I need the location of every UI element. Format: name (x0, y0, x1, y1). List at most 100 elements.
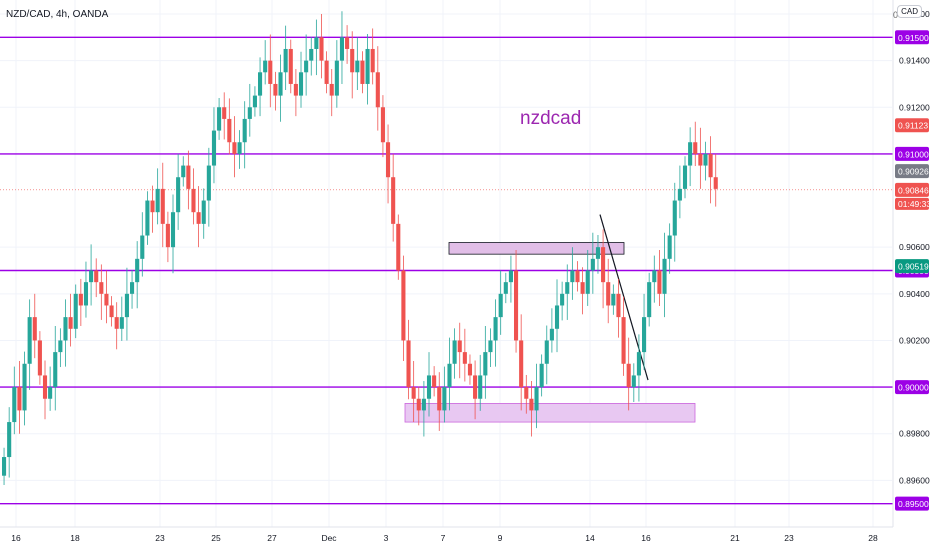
candle-body (17, 387, 22, 411)
candle-body (688, 142, 693, 166)
candle-body (396, 223, 401, 271)
candle-body (288, 48, 293, 84)
candle (350, 31, 355, 99)
candle-body (514, 270, 519, 341)
x-tick-label: 23 (155, 533, 165, 543)
candle-body (283, 48, 288, 73)
candle (196, 186, 201, 248)
candle-body (232, 142, 237, 154)
candle (483, 325, 488, 399)
candle-body (713, 177, 718, 189)
candle-body (130, 282, 135, 294)
candle (140, 212, 145, 277)
candle (616, 278, 621, 338)
candle-body (160, 188, 165, 224)
candle (462, 328, 467, 382)
candle (186, 150, 191, 210)
candle (467, 354, 473, 385)
candle-body (391, 177, 396, 224)
level-price-tag (895, 496, 929, 511)
candle-body (529, 398, 534, 411)
candle-body (273, 83, 278, 96)
candle-body (667, 235, 672, 259)
candle (713, 153, 718, 207)
candle (524, 374, 529, 414)
candle-body (324, 60, 329, 84)
candle-body (2, 457, 7, 476)
candle (27, 299, 32, 390)
x-tick-label: 9 (498, 533, 503, 543)
candle (17, 360, 22, 434)
candle-body (181, 165, 186, 178)
candle-body (652, 270, 657, 283)
candle-body (519, 340, 524, 388)
candle (411, 360, 416, 423)
candle (657, 249, 662, 306)
candle (503, 272, 508, 304)
candle (258, 57, 263, 117)
candle (375, 46, 380, 131)
candle-body (247, 107, 252, 119)
candle-body (565, 282, 570, 294)
price-tag-label: 0.91123 (898, 121, 928, 131)
candle (529, 381, 534, 437)
zero-marker: 0 (892, 10, 898, 20)
candle-body (631, 375, 636, 388)
candle (452, 328, 457, 379)
candle (293, 69, 298, 117)
candle (206, 147, 211, 227)
candle-body (447, 363, 452, 388)
x-tick-label: 28 (868, 533, 878, 543)
candle (273, 71, 278, 111)
x-tick-label: 16 (641, 533, 651, 543)
x-tick-label: 23 (784, 533, 794, 543)
candle-body (201, 200, 206, 224)
candle (652, 255, 657, 303)
candle (426, 352, 432, 417)
candle (181, 156, 186, 187)
candle (124, 267, 129, 341)
candle-body (278, 72, 283, 96)
candle-body (426, 375, 432, 399)
candle (288, 39, 293, 94)
candle (672, 182, 677, 262)
candle (560, 281, 565, 321)
candle (278, 54, 283, 122)
candle-body (196, 212, 201, 224)
level-price-label: 0.91000 (898, 149, 929, 159)
y-tick-label: 0.90600 (899, 242, 930, 252)
currency-badge[interactable]: CAD (897, 5, 922, 18)
zones (404, 214, 696, 423)
candle (595, 235, 601, 274)
candle-body (580, 282, 585, 294)
candle-body (314, 37, 319, 49)
candle (252, 86, 257, 117)
candle-body (268, 60, 273, 84)
candle-body (452, 340, 457, 364)
candle (119, 296, 124, 341)
candle (211, 107, 217, 184)
candle (99, 264, 104, 320)
candle (2, 447, 7, 486)
candle-body (298, 72, 304, 96)
candle (309, 36, 314, 76)
candle (580, 267, 585, 315)
candle-body (114, 317, 119, 329)
candle (191, 168, 196, 225)
candle (519, 314, 524, 411)
candle-body (626, 363, 631, 388)
candle-body (42, 375, 48, 399)
candle (534, 363, 539, 429)
countdown-tag (895, 197, 929, 210)
candle-body (355, 60, 360, 73)
candle-body (708, 153, 713, 178)
candle-body (360, 60, 365, 84)
candle-body (242, 118, 247, 143)
candle-body (258, 72, 263, 96)
candle (473, 360, 478, 420)
candle (176, 153, 181, 230)
candle-body (329, 83, 334, 96)
candle-body (170, 212, 176, 248)
